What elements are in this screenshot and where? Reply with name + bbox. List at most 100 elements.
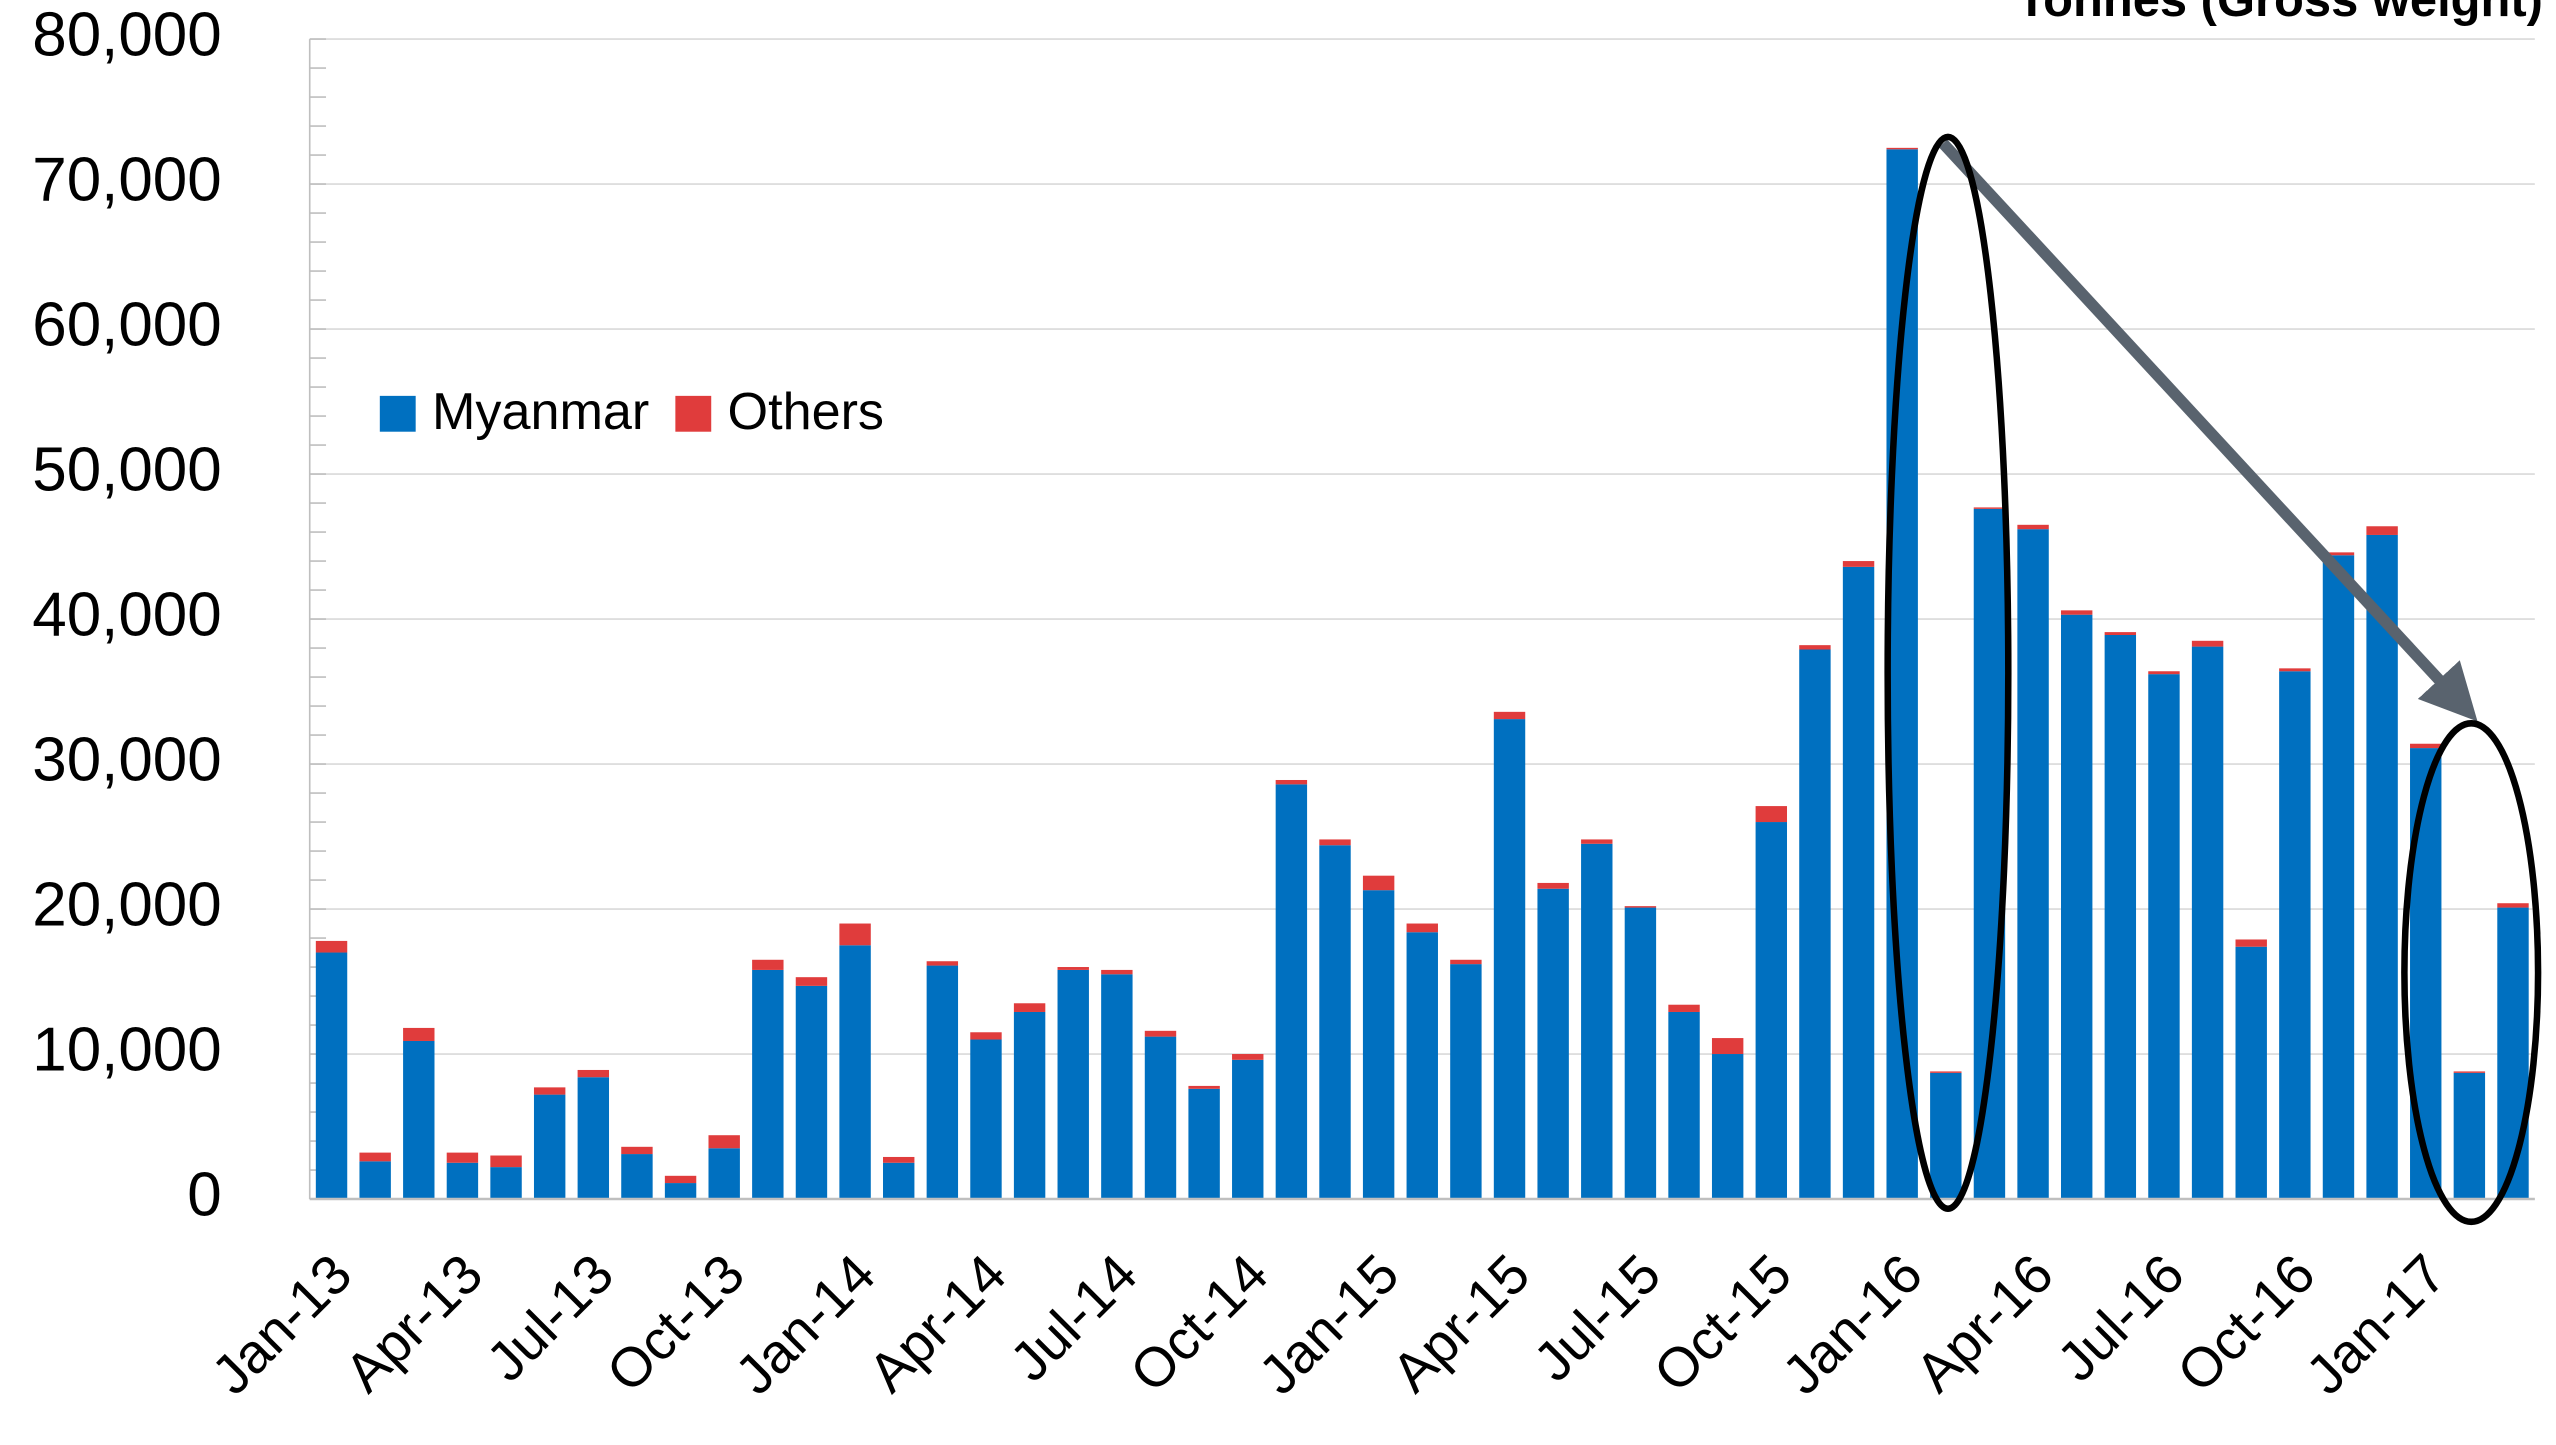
bar-segment (1144, 1036, 1177, 1200)
bar-segment (2410, 748, 2442, 1200)
bar-segment (1406, 932, 1438, 1200)
bar-segment (621, 1146, 653, 1155)
bar-segment (1799, 645, 1831, 650)
bar-segment (2366, 534, 2398, 1200)
x-tick-label: Oct-15 (1642, 1242, 1803, 1403)
bar-segment (1755, 822, 1788, 1200)
bar-segment (752, 969, 784, 1200)
bar-segment (2453, 1072, 2486, 1200)
bar-segment (2453, 1071, 2486, 1073)
bar-segment (403, 1027, 435, 1041)
bar-segment (446, 1152, 479, 1163)
bar-segment (1319, 845, 1351, 1200)
x-tick-label: Jul-15 (1522, 1242, 1673, 1392)
bar-segment (1188, 1085, 1220, 1089)
x-tick-label: Jan-15 (1247, 1242, 1411, 1406)
bar-segment (1799, 649, 1831, 1200)
bar-segment (839, 945, 871, 1200)
bar-segment (1624, 907, 1657, 1200)
bar-segment (1275, 779, 1308, 785)
bar-segment (359, 1161, 391, 1200)
bar-segment (1711, 1054, 1744, 1200)
bar-segment (1013, 1011, 1046, 1200)
bar-segment (1668, 1004, 1700, 1012)
bar-segment (2017, 524, 2049, 530)
bar-segment (708, 1148, 740, 1200)
bar-segment (446, 1162, 479, 1200)
bar-segment (1973, 507, 2006, 509)
bar-segment (359, 1152, 391, 1162)
bar-segment (2235, 946, 2267, 1200)
bar-segment (1362, 890, 1395, 1200)
bar-segment (2191, 640, 2224, 647)
chart-title: Tonnes (Gross weight) (2017, 0, 2543, 27)
bar-segment (795, 985, 828, 1200)
bar-segment (1493, 719, 1526, 1200)
bar-segment (1319, 839, 1351, 846)
y-tick-label: 60,000 (32, 290, 221, 359)
bar-segment (1450, 959, 1482, 965)
x-tick-label: Jan-17 (2294, 1242, 2458, 1406)
bar-segment (490, 1167, 522, 1200)
bar-segment (1842, 561, 1875, 567)
x-tick-label: Apr-13 (333, 1242, 494, 1403)
y-tick-label: 40,000 (32, 580, 221, 649)
bar-segment (2497, 903, 2529, 908)
bar-segment (1232, 1059, 1264, 1200)
y-tick-label: 0 (187, 1160, 221, 1229)
bar-segment (490, 1155, 522, 1168)
y-tick-label: 70,000 (32, 145, 221, 214)
x-tick-label: Jul-13 (475, 1242, 626, 1392)
bar-segment (1101, 974, 1133, 1200)
bar-segment (1973, 508, 2006, 1200)
bar-segment (2279, 671, 2311, 1200)
bar-segment (1101, 969, 1133, 975)
bar-segment (2104, 635, 2137, 1200)
bar-segment (1842, 566, 1875, 1200)
bar-segment (1624, 906, 1657, 908)
bar-segment (2148, 671, 2180, 675)
x-tick-label: Oct-13 (595, 1242, 756, 1403)
bar-segment (1450, 964, 1482, 1200)
bar-segment (2060, 610, 2093, 615)
highlight-ellipse (1884, 133, 2012, 1213)
x-tick-label: Apr-14 (856, 1242, 1017, 1403)
highlight-ellipse (2401, 720, 2542, 1226)
bar-segment (1755, 806, 1788, 823)
bar-segment (2104, 632, 2137, 636)
bar-segment (621, 1154, 653, 1200)
bar-segment (1581, 839, 1613, 844)
bar-segment (1581, 843, 1613, 1200)
bar-segment (1232, 1054, 1264, 1060)
bar-segment (2235, 939, 2267, 947)
bar-segment (2322, 552, 2355, 556)
bar-segment (315, 940, 348, 953)
bar-segment (1275, 784, 1308, 1200)
bar-segment (970, 1039, 1002, 1200)
bar-segment (1537, 882, 1569, 889)
bar-segment (1188, 1088, 1220, 1200)
x-tick-label: Apr-15 (1380, 1242, 1541, 1403)
bar-segment (1930, 1071, 1962, 1073)
bar-segment (883, 1156, 915, 1163)
bar-segment (664, 1183, 697, 1200)
bar-segment (1537, 888, 1569, 1200)
legend-label: Myanmar (432, 383, 649, 441)
bar-segment (577, 1077, 610, 1200)
bar-segment (664, 1175, 697, 1184)
bar-segment (315, 952, 348, 1200)
legend-label: Others (728, 383, 884, 441)
bar-segment (2060, 614, 2093, 1200)
bar-segment (2322, 555, 2355, 1200)
bar-segment (1886, 147, 1918, 150)
bar-segment (2366, 526, 2398, 535)
y-tick-label: 10,000 (32, 1015, 221, 1084)
x-tick-label: Jan-16 (1770, 1242, 1934, 1406)
bar-segment (926, 965, 959, 1200)
bar-segment (1144, 1030, 1177, 1037)
bar-segment (883, 1162, 915, 1200)
bar-segment (2279, 668, 2311, 672)
bar-segment (403, 1040, 435, 1200)
x-tick-label: Jul-16 (2045, 1242, 2196, 1392)
x-tick-label: Oct-16 (2165, 1242, 2326, 1403)
